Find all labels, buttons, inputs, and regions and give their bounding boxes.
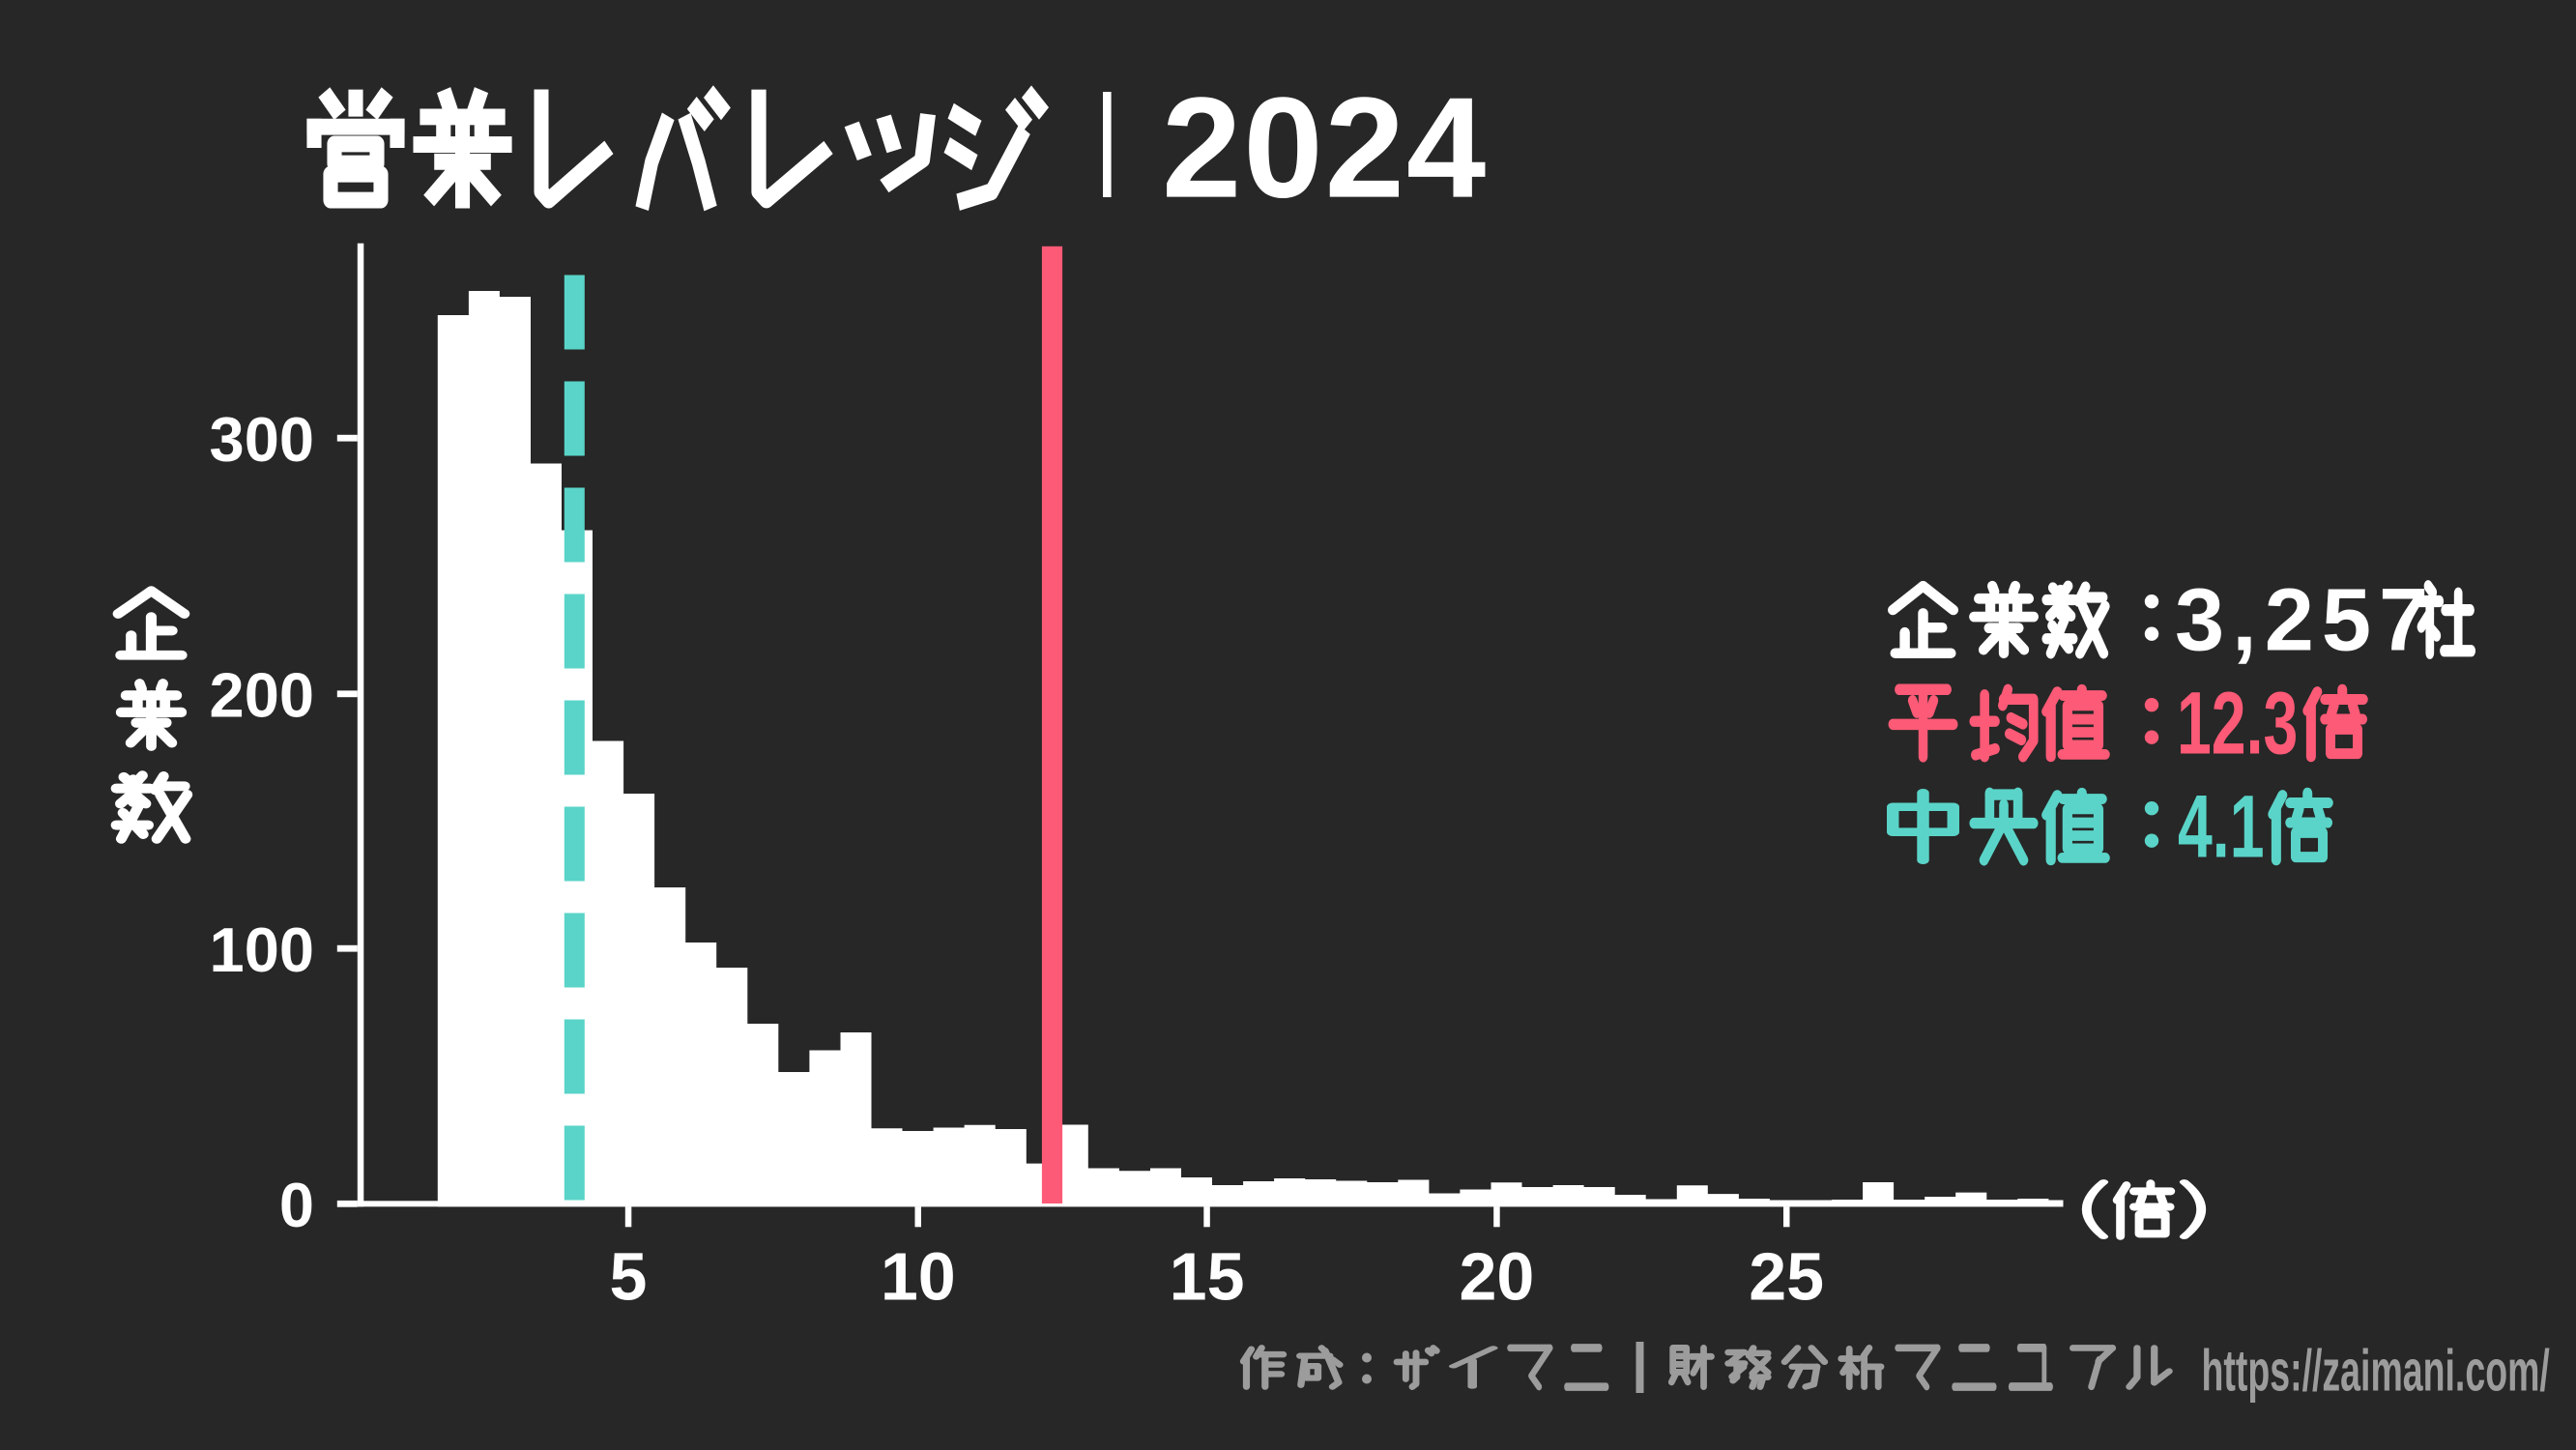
svg-text:200: 200 <box>210 660 314 731</box>
svg-text:4.1: 4.1 <box>2178 776 2265 876</box>
svg-text:10: 10 <box>881 1239 956 1315</box>
svg-text:3,257: 3,257 <box>2175 571 2436 670</box>
svg-text:300: 300 <box>210 404 314 475</box>
svg-text:12.3: 12.3 <box>2177 673 2298 772</box>
svg-text:100: 100 <box>210 914 314 985</box>
svg-text:0: 0 <box>279 1170 314 1240</box>
svg-text:15: 15 <box>1170 1239 1245 1315</box>
svg-text:2024: 2024 <box>1162 69 1488 228</box>
svg-text:20: 20 <box>1459 1239 1534 1315</box>
svg-text:25: 25 <box>1749 1239 1824 1315</box>
svg-text:5: 5 <box>610 1239 648 1315</box>
svg-text:https://zaimani.com/: https://zaimani.com/ <box>2202 1339 2550 1404</box>
